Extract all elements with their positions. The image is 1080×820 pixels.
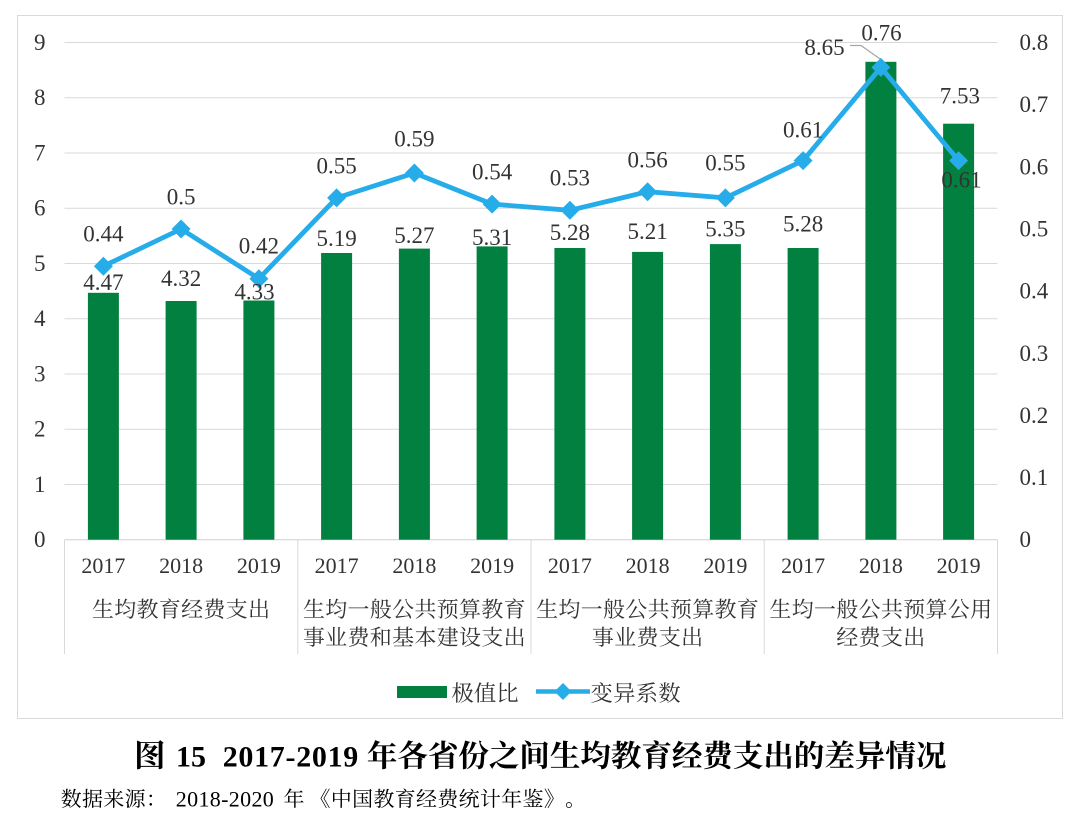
svg-text:0.6: 0.6: [1020, 154, 1049, 179]
svg-text:0: 0: [34, 527, 46, 552]
svg-text:2017: 2017: [781, 553, 825, 578]
svg-text:0.2: 0.2: [1020, 403, 1049, 428]
svg-text:5.31: 5.31: [472, 225, 512, 250]
svg-text:2017-2019: 2017-2019: [223, 741, 359, 774]
svg-text:5.21: 5.21: [627, 219, 667, 244]
svg-text:2017: 2017: [315, 553, 359, 578]
svg-text:2018: 2018: [626, 553, 670, 578]
svg-text:5.28: 5.28: [783, 212, 823, 237]
svg-text:0.5: 0.5: [1020, 217, 1049, 242]
svg-text:0.3: 0.3: [1020, 341, 1049, 366]
svg-text:9: 9: [34, 30, 46, 55]
svg-text:4.32: 4.32: [161, 266, 201, 291]
svg-text:8.65: 8.65: [804, 35, 844, 60]
svg-text:15: 15: [176, 741, 206, 774]
svg-text:0.7: 0.7: [1020, 92, 1049, 117]
svg-text:2019: 2019: [703, 553, 747, 578]
svg-text:0.55: 0.55: [316, 153, 356, 178]
svg-text:0.61: 0.61: [783, 117, 823, 142]
svg-text:0.56: 0.56: [627, 147, 667, 172]
svg-text:8: 8: [34, 85, 46, 110]
svg-text:2018: 2018: [859, 553, 903, 578]
svg-text:0.61: 0.61: [941, 167, 981, 192]
svg-text:7.53: 7.53: [940, 84, 980, 109]
svg-text:0.53: 0.53: [550, 165, 590, 190]
svg-text:2019: 2019: [470, 553, 514, 578]
svg-text:1: 1: [34, 472, 46, 497]
svg-text:5: 5: [34, 251, 46, 276]
svg-text:2: 2: [34, 417, 46, 442]
svg-text:0.54: 0.54: [472, 159, 513, 184]
svg-text:0.4: 0.4: [1020, 279, 1049, 304]
svg-text:0: 0: [1020, 527, 1032, 552]
svg-text:2019: 2019: [237, 553, 281, 578]
svg-text:0.1: 0.1: [1020, 465, 1049, 490]
svg-text:5.27: 5.27: [394, 223, 434, 248]
svg-text:0.76: 0.76: [861, 20, 901, 45]
svg-text:0.8: 0.8: [1020, 30, 1049, 55]
svg-text:2017: 2017: [81, 553, 125, 578]
svg-text:0.59: 0.59: [394, 126, 434, 151]
svg-text:2017: 2017: [548, 553, 592, 578]
svg-text:0.55: 0.55: [705, 150, 745, 175]
svg-text:6: 6: [34, 196, 46, 221]
svg-text:2018-2020: 2018-2020: [176, 786, 274, 811]
svg-text:5.28: 5.28: [550, 220, 590, 245]
svg-text:0.5: 0.5: [167, 184, 196, 209]
svg-text:4: 4: [34, 306, 46, 331]
svg-text:3: 3: [34, 362, 46, 387]
svg-text:2018: 2018: [159, 553, 203, 578]
svg-text:0.44: 0.44: [83, 221, 124, 246]
svg-text:0.42: 0.42: [239, 233, 279, 258]
svg-text:7: 7: [34, 141, 46, 166]
svg-text:4.33: 4.33: [234, 280, 274, 305]
svg-text:2019: 2019: [937, 553, 981, 578]
svg-text:5.35: 5.35: [705, 217, 745, 242]
svg-text:2018: 2018: [392, 553, 436, 578]
svg-text:4.47: 4.47: [83, 270, 123, 295]
svg-text:5.19: 5.19: [316, 226, 356, 251]
